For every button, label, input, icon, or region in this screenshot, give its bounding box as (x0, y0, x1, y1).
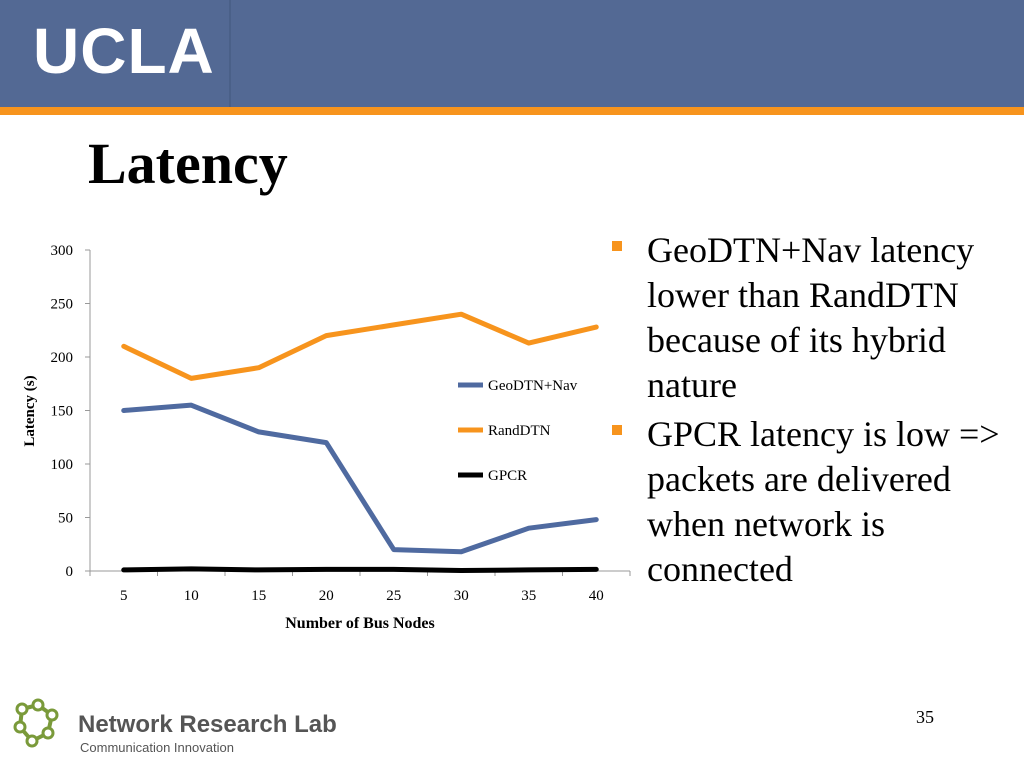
x-tick-label: 10 (184, 588, 199, 604)
lab-tagline: Communication Innovation (80, 740, 234, 755)
header-accent-rule (0, 107, 1024, 115)
chart-legend: GeoDTN+Nav RandDTN GPCR (458, 378, 578, 484)
x-tick-label: 35 (521, 588, 536, 604)
x-tick-label: 20 (319, 588, 334, 604)
y-tick-label: 100 (51, 457, 74, 473)
x-tick-label: 30 (454, 588, 469, 604)
x-axis-label: Number of Bus Nodes (285, 615, 435, 632)
chart-svg: 0 50 100 150 200 250 300 5 10 15 20 25 30 35 40 GeoDTN… (22, 243, 631, 632)
y-tick-label: 250 (51, 297, 74, 313)
y-tick-label: 200 (51, 350, 74, 366)
y-tick-label: 150 (51, 404, 74, 420)
series-line-randdtn (121, 311, 599, 381)
bullet-text: GPCR latency is low => packets are deliv… (647, 414, 1000, 589)
legend-label: GeoDTN+Nav (488, 378, 578, 394)
header-bar: UCLA (0, 0, 1024, 107)
x-tick-label: 5 (120, 588, 128, 604)
chart-axes: 0 50 100 150 200 250 300 5 10 15 20 25 30 35 40 (51, 243, 631, 604)
bullet-item: GeoDTN+Nav latency lower than RandDTN be… (612, 228, 1022, 408)
y-tick-label: 50 (58, 511, 73, 527)
x-tick-label: 15 (251, 588, 266, 604)
x-tick-label: 25 (386, 588, 401, 604)
ucla-logo: UCLA (33, 15, 215, 87)
network-lab-logo-icon (13, 698, 59, 748)
slide-title: Latency (88, 131, 288, 196)
bullet-item: GPCR latency is low => packets are deliv… (612, 412, 1022, 592)
bullet-list: GeoDTN+Nav latency lower than RandDTN be… (612, 228, 1022, 596)
y-tick-label: 300 (51, 243, 74, 259)
chart-lines (121, 311, 599, 573)
bullet-text: GeoDTN+Nav latency lower than RandDTN be… (647, 230, 975, 405)
latency-chart: 0 50 100 150 200 250 300 5 10 15 20 25 30 35 40 GeoDTN… (0, 230, 640, 650)
x-tick-label: 40 (589, 588, 604, 604)
y-axis-label: Latency (s) (22, 375, 38, 446)
bullet-square-icon (612, 425, 622, 435)
bullet-square-icon (612, 241, 622, 251)
legend-label: GPCR (488, 468, 527, 484)
lab-name: Network Research Lab (78, 711, 337, 738)
page-number: 35 (916, 707, 934, 727)
y-tick-label: 0 (66, 564, 74, 580)
header-divider (229, 0, 231, 107)
legend-label: RandDTN (488, 423, 551, 439)
series-line-gpcr (121, 566, 599, 573)
series-line-geodtn-nav (121, 402, 599, 555)
